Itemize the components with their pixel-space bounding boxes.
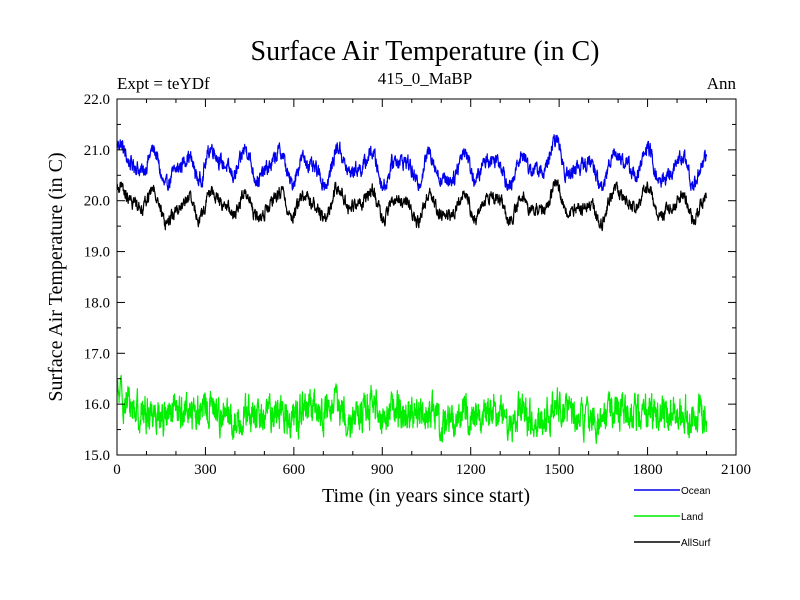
series-line-ocean — [116, 134, 708, 192]
x-tick-label: 1800 — [633, 462, 663, 478]
x-axis-label: Time (in years since start) — [322, 485, 530, 507]
y-tick-label: 18.0 — [84, 295, 110, 311]
x-tick-label: 2100 — [721, 462, 751, 478]
x-tick-label: 900 — [371, 462, 394, 478]
chart-title: Surface Air Temperature (in C) — [251, 36, 600, 67]
legend: Ocean Land AllSurf — [634, 486, 711, 549]
x-tick-label: 300 — [194, 462, 217, 478]
x-tick-label: 1500 — [544, 462, 574, 478]
y-axis: 15.0 16.0 17.0 18.0 19.0 20.0 21.0 22.0 — [84, 92, 736, 464]
y-tick-label: 17.0 — [84, 346, 110, 362]
legend-label-allsurf: AllSurf — [681, 538, 711, 549]
x-tick-label: 1200 — [456, 462, 486, 478]
series-line-land — [116, 374, 708, 444]
y-axis-label: Surface Air Temperature (in C) — [45, 152, 67, 401]
y-tick-label: 22.0 — [84, 92, 110, 108]
x-tick-label: 600 — [283, 462, 306, 478]
y-tick-label: 19.0 — [84, 245, 110, 261]
legend-label-land: Land — [681, 512, 703, 523]
season-label: Ann — [707, 74, 737, 93]
y-tick-label: 15.0 — [84, 448, 110, 464]
plot-lines — [116, 134, 708, 444]
legend-label-ocean: Ocean — [681, 486, 710, 497]
x-axis: 0 300 600 900 1200 1500 1800 2100 — [113, 99, 751, 478]
series-line-allsurf — [116, 178, 708, 232]
y-tick-label: 20.0 — [84, 194, 110, 210]
y-tick-label: 16.0 — [84, 397, 110, 413]
y-tick-label: 21.0 — [84, 143, 110, 159]
period-label: 415_0_MaBP — [378, 69, 472, 88]
x-tick-label: 0 — [113, 462, 121, 478]
experiment-label: Expt = teYDf — [117, 74, 210, 93]
